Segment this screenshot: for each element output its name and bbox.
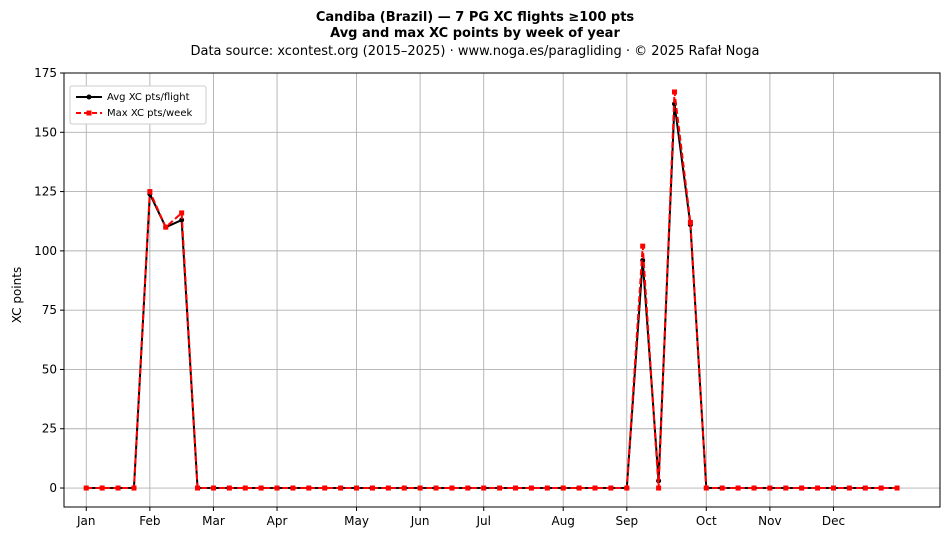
series-1-point — [290, 485, 296, 491]
series-line-1 — [86, 90, 898, 490]
series-1-point — [147, 189, 153, 195]
y-tick-label: 100 — [34, 244, 57, 258]
chart-subtitle: Avg and max XC points by week of year — [330, 26, 620, 41]
series-1-point — [115, 485, 121, 491]
series-1-point — [894, 485, 900, 491]
series-1-point — [99, 485, 105, 491]
y-tick-label: 25 — [42, 422, 57, 436]
series-1-point — [846, 485, 852, 491]
series-1-point — [783, 485, 789, 491]
series-1-point — [767, 485, 773, 491]
series-1-point — [528, 485, 534, 491]
x-tick-label: Sep — [615, 514, 638, 528]
x-tick-label: Jul — [475, 514, 490, 528]
series-1-point — [417, 485, 423, 491]
y-tick-label: 125 — [34, 185, 57, 199]
y-tick-label: 75 — [42, 303, 57, 317]
series-1-point — [433, 485, 439, 491]
series-1-point — [656, 485, 662, 491]
legend-max-marker — [86, 110, 92, 116]
series-1-point — [878, 485, 884, 491]
series-1-point — [274, 485, 280, 491]
x-tick-label: Jan — [76, 514, 96, 528]
series-1-point — [687, 219, 693, 225]
series-1-point — [322, 485, 328, 491]
series-1-point — [640, 243, 646, 249]
legend-avg-label: Avg XC pts/flight — [107, 92, 190, 103]
chart-title: Candiba (Brazil) — 7 PG XC flights ≥100 … — [316, 10, 635, 25]
series-1-point — [608, 485, 614, 491]
series-1-point — [385, 485, 391, 491]
series-1-point — [449, 485, 455, 491]
y-tick-label: 50 — [42, 362, 57, 376]
x-tick-label: Apr — [267, 514, 288, 528]
legend-box — [69, 85, 207, 125]
series-1-point — [815, 485, 821, 491]
series-1-point — [751, 485, 757, 491]
y-tick-label: 0 — [49, 481, 57, 495]
series-1-point — [560, 485, 566, 491]
series-1-point — [799, 485, 805, 491]
series-1-point — [369, 485, 375, 491]
series-1-point — [576, 485, 582, 491]
series-1-point — [481, 485, 487, 491]
series-1-point — [401, 485, 407, 491]
series-1-point — [735, 485, 741, 491]
y-tick-label: 150 — [34, 125, 57, 139]
x-tick-label: Oct — [696, 514, 717, 528]
series-1-point — [465, 485, 471, 491]
x-tick-label: Dec — [822, 514, 845, 528]
x-tick-label: Mar — [202, 514, 225, 528]
legend-avg-marker — [86, 94, 92, 100]
x-tick-label: May — [344, 514, 369, 528]
series-1-point — [83, 485, 89, 491]
series-1-point — [719, 485, 725, 491]
series-1-point — [258, 485, 264, 491]
legend-max-label: Max XC pts/week — [107, 108, 192, 119]
series-1-point — [242, 485, 248, 491]
chart-source: Data source: xcontest.org (2015–2025) · … — [190, 44, 759, 59]
series-1-point — [544, 485, 550, 491]
series-1-point — [306, 485, 312, 491]
series-1-point — [497, 485, 503, 491]
series-1-point — [830, 485, 836, 491]
series-layer — [83, 89, 900, 491]
x-tick-label: Jun — [410, 514, 430, 528]
series-1-point — [131, 485, 137, 491]
axes: 0 25 50 75 100 125 150 175 Jan Feb Mar Apr May Jun Jul… — [34, 66, 941, 528]
series-1-point — [210, 485, 216, 491]
series-1-point — [195, 485, 201, 491]
series-1-point — [671, 89, 677, 95]
series-1-point — [862, 485, 868, 491]
legend: Avg XC pts/flight Max XC pts/week — [69, 85, 207, 125]
x-tick-label: Aug — [551, 514, 574, 528]
series-line-0 — [86, 102, 898, 490]
series-1-point — [338, 485, 344, 491]
series-1-point — [163, 224, 169, 230]
plot-frame — [63, 72, 941, 508]
series-1-point — [179, 210, 185, 216]
series-1-point — [226, 485, 232, 491]
x-tick-label: Feb — [139, 514, 160, 528]
series-1-point — [513, 485, 519, 491]
series-1-point — [592, 485, 598, 491]
series-1-point — [703, 485, 709, 491]
series-1-point — [624, 485, 630, 491]
y-tick-label: 175 — [34, 66, 57, 80]
series-1-point — [354, 485, 360, 491]
x-tick-label: Nov — [758, 514, 781, 528]
y-axis-label: XC points — [10, 267, 24, 323]
